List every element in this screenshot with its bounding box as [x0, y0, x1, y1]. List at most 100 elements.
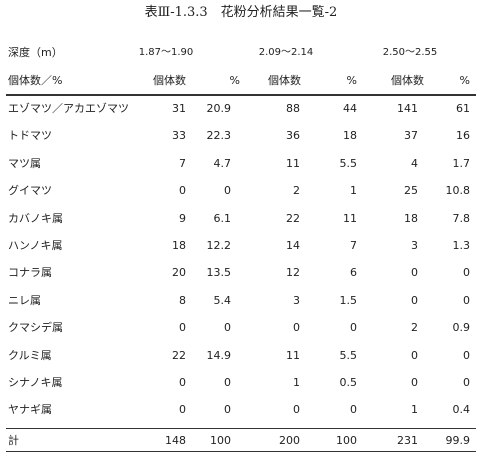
row-value: 6.1: [213, 211, 232, 225]
row-label: マツ属: [8, 156, 41, 170]
row-value: 1.7: [452, 156, 471, 170]
table-title: 表Ⅲ-1.3.3 花粉分析結果一覧-2: [144, 5, 338, 20]
bottom-rule: [6, 451, 476, 452]
depth-range: 1.87〜1.90: [138, 47, 194, 58]
row-value: 33: [172, 129, 186, 143]
header-cell: 個体数: [391, 74, 424, 87]
row-value: 22: [286, 211, 300, 225]
row-value: 25: [404, 184, 418, 198]
row-label: シナノキ属: [8, 376, 63, 389]
row-value: 20.9: [206, 102, 232, 115]
row-value: 0: [179, 184, 186, 198]
row-value: 1: [350, 184, 357, 198]
row-value: 20: [172, 266, 186, 280]
row-label: クマシデ属: [8, 321, 63, 335]
row-value: 7: [350, 239, 357, 252]
total-value: 100: [336, 434, 357, 447]
row-value: 44: [343, 102, 357, 115]
row-value: 11: [286, 156, 300, 170]
row-value: 0: [411, 293, 418, 307]
header-cell: %: [229, 74, 240, 87]
row-label: クルミ属: [8, 348, 52, 362]
row-value: 88: [286, 102, 300, 115]
row-label: コナラ属: [8, 266, 52, 280]
header-cell: 個体数: [268, 74, 301, 87]
row-label: ニレ属: [8, 293, 41, 307]
row-value: 0: [411, 266, 418, 280]
row-value: 10.8: [445, 184, 471, 198]
row-value: 1.5: [339, 293, 358, 307]
row-value: 31: [172, 102, 186, 115]
row-value: 5.4: [213, 293, 232, 307]
row-value: 0: [179, 376, 186, 389]
row-value: 0: [224, 376, 231, 389]
row-value: 2: [293, 184, 300, 198]
row-value: 0: [463, 293, 470, 307]
header-rule: [6, 94, 476, 96]
row-value: 0: [350, 403, 357, 417]
row-value: 0: [293, 403, 300, 417]
depth-label: 深度（m）: [8, 46, 63, 59]
row-label: グイマツ: [8, 184, 52, 198]
row-value: 8: [179, 293, 186, 307]
row-value: 61: [456, 102, 470, 115]
row-value: 37: [404, 129, 418, 143]
row-label: ヤナギ属: [8, 403, 52, 417]
row-value: 0: [224, 321, 231, 335]
row-value: 1: [293, 376, 300, 389]
row-value: 0.4: [452, 403, 471, 417]
row-value: 14.9: [206, 348, 232, 362]
total-value: 148: [165, 434, 186, 447]
row-value: 0: [293, 321, 300, 335]
row-value: 0: [463, 376, 470, 389]
row-value: 0: [463, 348, 470, 362]
row-value: 4.7: [213, 156, 232, 170]
row-value: 0: [179, 403, 186, 417]
row-value: 6: [350, 266, 357, 280]
header-cell: 個体数／%: [8, 74, 63, 87]
row-value: 0.5: [339, 376, 358, 389]
row-value: 22: [172, 348, 186, 362]
row-value: 0.9: [452, 321, 471, 335]
row-value: 2: [411, 321, 418, 335]
row-value: 0: [411, 376, 418, 389]
row-value: 11: [343, 211, 357, 225]
row-value: 36: [286, 129, 300, 143]
row-value: 4: [411, 156, 418, 170]
row-value: 0: [411, 348, 418, 362]
row-value: 7.8: [452, 211, 471, 225]
row-value: 0: [179, 321, 186, 335]
row-label: エゾマツ／アカエゾマツ: [8, 102, 129, 115]
row-value: 141: [397, 102, 418, 115]
row-value: 18: [172, 239, 186, 252]
row-value: 0: [350, 321, 357, 335]
total-label: 計: [8, 434, 19, 447]
header-cell: 個体数: [153, 74, 186, 87]
row-value: 22.3: [206, 129, 232, 143]
row-value: 13.5: [206, 266, 232, 280]
row-value: 1.3: [452, 239, 471, 252]
row-value: 3: [293, 293, 300, 307]
row-value: 14: [286, 239, 300, 252]
header-cell: %: [459, 74, 470, 87]
row-value: 0: [224, 184, 231, 198]
depth-range: 2.09〜2.14: [258, 47, 314, 58]
row-value: 18: [404, 211, 418, 225]
row-value: 1: [411, 403, 418, 417]
row-value: 5.5: [339, 156, 358, 170]
row-value: 9: [179, 211, 186, 225]
row-label: トドマツ: [8, 129, 52, 143]
total-value: 100: [210, 434, 231, 447]
row-value: 16: [456, 129, 470, 143]
depth-range: 2.50〜2.55: [382, 47, 438, 58]
row-value: 12: [286, 266, 300, 280]
row-value: 12.2: [206, 239, 232, 252]
row-value: 18: [343, 129, 357, 143]
total-value: 99.9: [445, 434, 471, 447]
row-value: 0: [224, 403, 231, 417]
row-label: カバノキ属: [8, 211, 63, 225]
total-rule: [6, 428, 476, 429]
row-value: 5.5: [339, 348, 358, 362]
total-value: 231: [397, 434, 418, 447]
